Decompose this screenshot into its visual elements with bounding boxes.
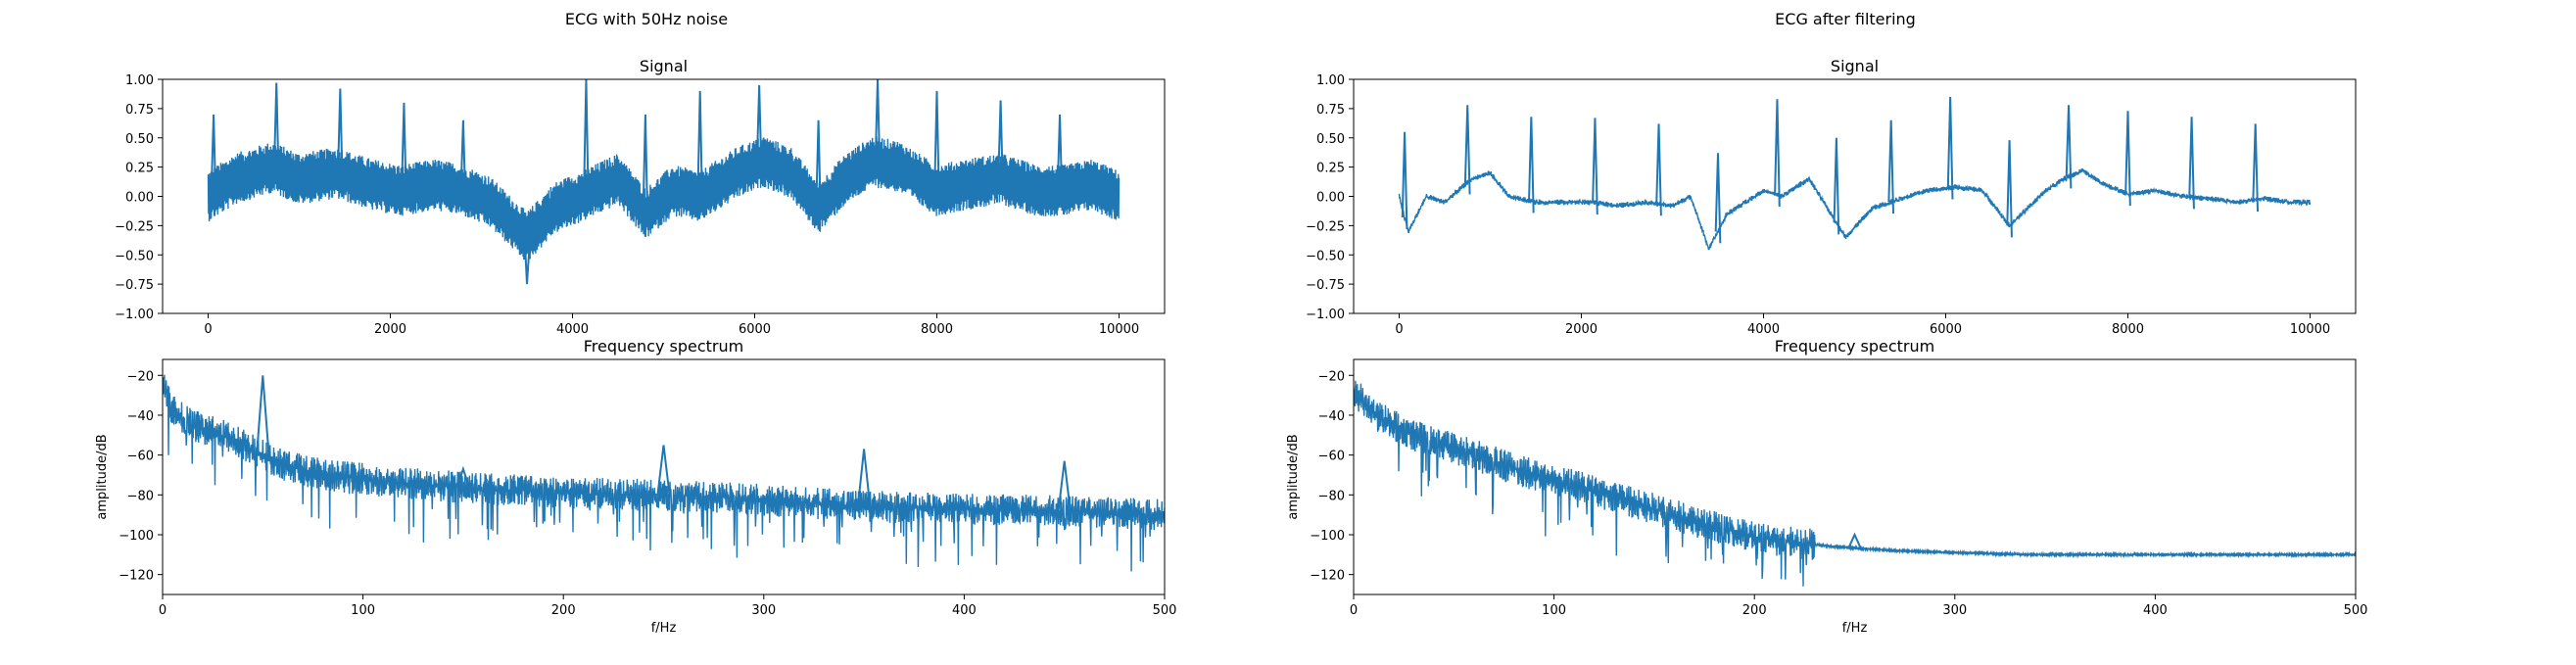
spectrum-peak <box>856 449 872 506</box>
y-tick-label: −1.00 <box>1306 308 1345 322</box>
r-peak <box>1887 119 1895 214</box>
r-peak <box>2252 123 2260 213</box>
spectrum-peak <box>1847 532 1862 548</box>
x-tick-label: 0 <box>204 322 212 337</box>
x-tick-label: 8000 <box>2112 322 2144 337</box>
y-tick-label: −40 <box>127 409 154 424</box>
y-tick-label: −20 <box>1318 369 1345 384</box>
y-tick-label: −60 <box>1318 450 1345 464</box>
left-figure-suptitle: ECG with 50Hz noise <box>564 10 729 28</box>
y-tick-label: −0.75 <box>1306 278 1345 293</box>
r-peak <box>1401 131 1408 229</box>
r-peak <box>1528 117 1535 214</box>
y-tick-label: −20 <box>127 369 154 384</box>
spectrum-peak <box>1057 460 1072 512</box>
r-peak <box>583 79 590 207</box>
y-tick-label: −120 <box>119 569 154 584</box>
y-tick-label: −100 <box>119 529 154 544</box>
y-tick-label: −0.50 <box>115 249 154 263</box>
x-tick-label: 300 <box>751 603 776 618</box>
series-line <box>207 136 1121 261</box>
r-peak <box>2065 105 2073 189</box>
x-tick-label: 300 <box>1942 603 1967 618</box>
x-tick-label: 2000 <box>374 322 406 337</box>
y-axis-label: amplitude/dB <box>1286 434 1301 519</box>
r-peak <box>1655 123 1662 216</box>
y-tick-label: 0.75 <box>125 103 154 118</box>
r-peak <box>2124 111 2131 207</box>
y-tick-label: −120 <box>1310 569 1345 584</box>
right-figure-suptitle: ECG after filtering <box>1775 10 1916 28</box>
x-tick-label: 100 <box>351 603 375 618</box>
y-tick-label: 0.75 <box>1316 103 1345 118</box>
r-peak <box>696 90 704 209</box>
x-tick-label: 6000 <box>739 322 771 337</box>
x-tick-label: 200 <box>551 603 576 618</box>
x-tick-label: 200 <box>1742 603 1767 618</box>
axes-title: Signal <box>640 57 688 75</box>
series-line <box>1354 380 2356 587</box>
r-peak <box>1774 99 1781 207</box>
x-tick-label: 0 <box>1395 322 1403 337</box>
spectrum-peak <box>656 445 671 496</box>
axes-title: Signal <box>1831 57 1879 75</box>
y-tick-label: 0.00 <box>125 191 154 206</box>
r-peak <box>1592 118 1598 215</box>
y-tick-label: 0.25 <box>125 162 154 176</box>
y-axis-label: amplitude/dB <box>95 434 110 519</box>
y-tick-label: −0.50 <box>1306 249 1345 263</box>
y-tick-label: −80 <box>1318 489 1345 503</box>
y-tick-label: 0.25 <box>1316 162 1345 176</box>
x-tick-label: 100 <box>1542 603 1566 618</box>
x-tick-label: 400 <box>952 603 977 618</box>
series-line <box>163 374 1165 572</box>
x-tick-label: 8000 <box>921 322 953 337</box>
x-tick-label: 400 <box>2143 603 2168 618</box>
r-peak <box>642 114 649 226</box>
x-axis-label: f/Hz <box>1842 621 1868 636</box>
r-peak <box>2006 140 2013 238</box>
x-tick-label: 10000 <box>1099 322 1139 337</box>
x-tick-label: 500 <box>1153 603 1177 618</box>
y-tick-label: 0.50 <box>1316 132 1345 147</box>
series-line <box>1398 167 2312 251</box>
y-tick-label: −0.25 <box>1306 219 1345 234</box>
axes-frame <box>162 358 1166 595</box>
r-peak <box>933 90 940 203</box>
x-tick-label: 0 <box>1350 603 1358 618</box>
axes-title: Frequency spectrum <box>1775 337 1934 356</box>
r-peak <box>1463 105 1471 195</box>
x-axis-label: f/Hz <box>651 621 677 636</box>
y-tick-label: −0.75 <box>115 278 154 293</box>
x-tick-label: 4000 <box>556 322 589 337</box>
r-peak <box>1946 96 1954 200</box>
y-tick-label: 0.00 <box>1316 191 1345 206</box>
r-peak <box>1714 153 1722 244</box>
y-tick-label: 0.50 <box>125 132 154 147</box>
y-tick-label: −60 <box>127 450 154 464</box>
r-peak <box>1833 137 1840 235</box>
axes-frame <box>1353 78 2357 314</box>
y-tick-label: 1.00 <box>125 73 154 88</box>
x-tick-label: 10000 <box>2290 322 2330 337</box>
spectrum-peak <box>256 375 270 455</box>
x-tick-label: 0 <box>159 603 167 618</box>
x-tick-label: 4000 <box>1747 322 1780 337</box>
x-tick-label: 6000 <box>1930 322 1962 337</box>
y-tick-label: −40 <box>1318 409 1345 424</box>
axes-frame <box>1353 358 2357 595</box>
y-tick-label: −1.00 <box>115 308 154 322</box>
x-tick-label: 500 <box>2344 603 2368 618</box>
x-tick-label: 2000 <box>1565 322 1598 337</box>
y-tick-label: −80 <box>127 489 154 503</box>
y-tick-label: −100 <box>1310 529 1345 544</box>
y-tick-label: 1.00 <box>1316 73 1345 88</box>
r-peak <box>2188 117 2195 210</box>
y-tick-label: −0.25 <box>115 219 154 234</box>
axes-title: Frequency spectrum <box>584 337 743 356</box>
